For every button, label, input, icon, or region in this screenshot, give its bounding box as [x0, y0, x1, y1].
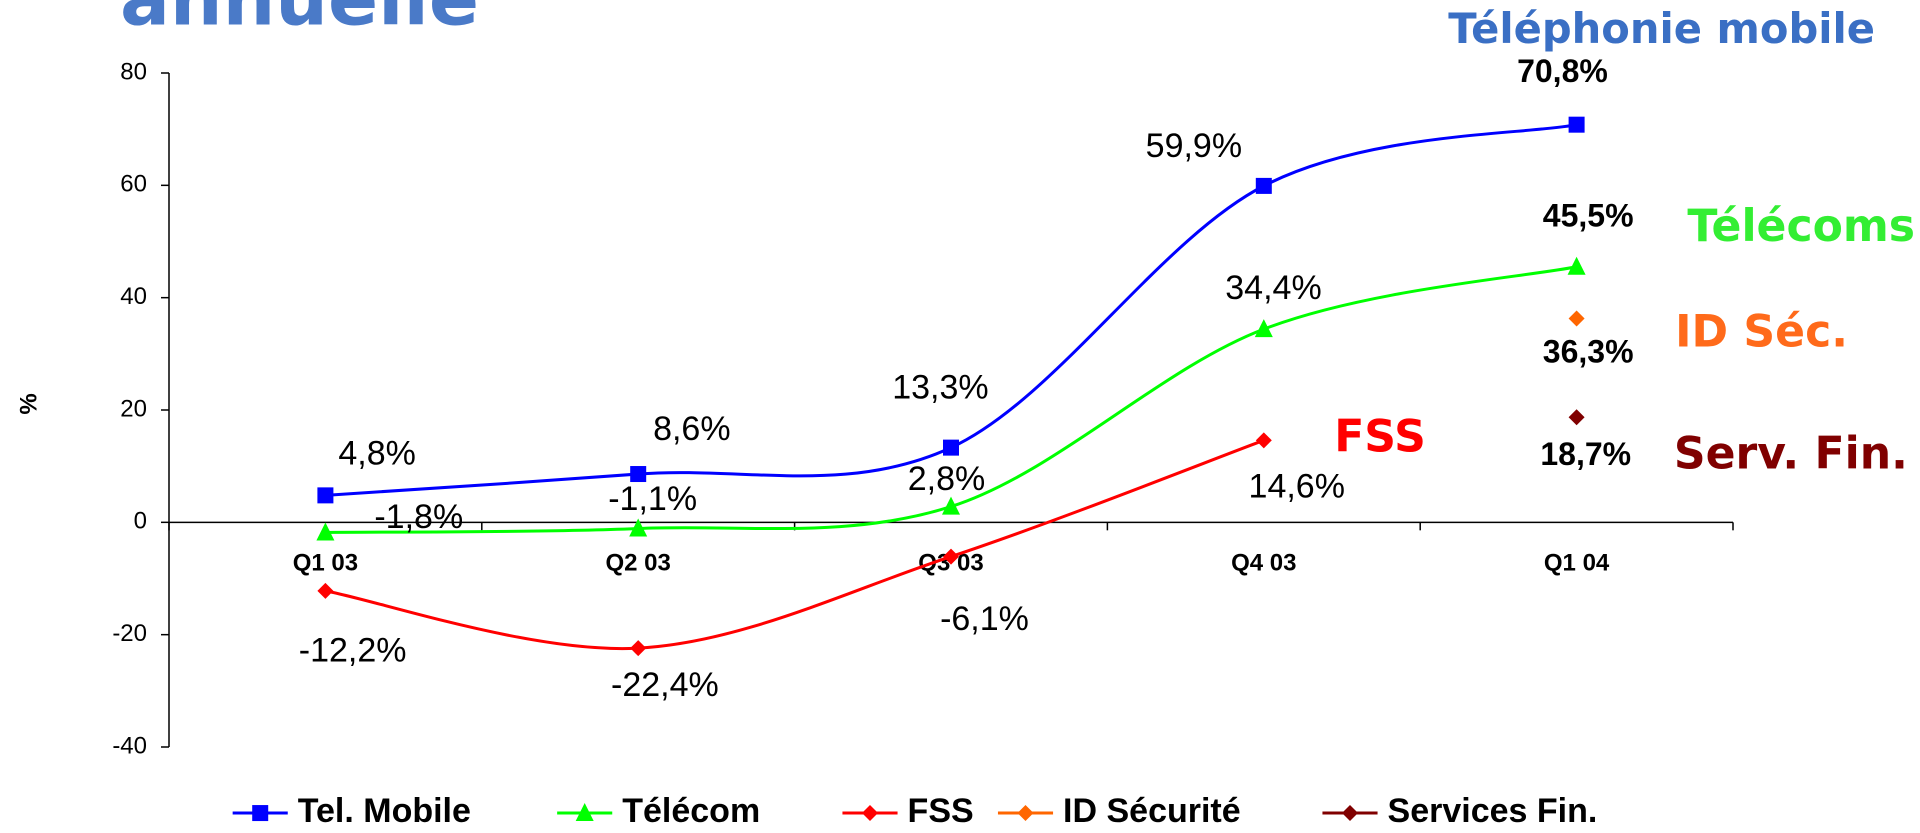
data-label: 18,7% [1540, 436, 1631, 472]
marker [1255, 177, 1272, 194]
annotation: ID Séc. [1675, 306, 1848, 357]
series-line [325, 438, 1265, 651]
legend-marker [252, 805, 269, 822]
y-tick-label: -20 [112, 620, 147, 647]
data-label: 14,6% [1249, 468, 1345, 506]
legend-label: ID Sécurité [1063, 792, 1241, 830]
data-label: 8,6% [653, 410, 731, 448]
legend-label: FSS [908, 792, 974, 830]
marker [317, 582, 334, 599]
marker [629, 518, 648, 537]
data-label: 2,8% [908, 460, 986, 498]
marker [1568, 409, 1585, 426]
y-tick-label: -40 [112, 732, 147, 759]
marker [943, 548, 959, 565]
marker [316, 522, 335, 541]
data-label: -1,8% [374, 498, 463, 536]
data-label: -1,1% [608, 480, 697, 518]
data-label: -22,4% [611, 666, 719, 704]
x-tick-label: Q1 04 [1544, 550, 1610, 577]
y-tick-label: 0 [134, 508, 147, 535]
x-tick-label: Q2 03 [606, 550, 671, 577]
marker [630, 466, 647, 483]
data-label: 70,8% [1517, 53, 1608, 89]
data-label: 4,8% [338, 434, 416, 472]
legend-marker [575, 803, 594, 822]
chart-title: annuelle [120, 0, 479, 43]
marker [943, 439, 959, 456]
legend-marker [1342, 805, 1358, 822]
marker [1568, 310, 1585, 327]
y-tick-label: 40 [120, 283, 147, 310]
data-label: 34,4% [1225, 269, 1321, 307]
data-label: 59,9% [1146, 127, 1242, 165]
y-tick-label: 20 [120, 395, 147, 422]
y-tick-label: 80 [120, 58, 147, 85]
marker [1255, 432, 1272, 449]
annotation: Télécoms [1687, 201, 1915, 252]
legend-label: Télécom [622, 792, 760, 830]
legend-marker [862, 805, 878, 822]
marker [1567, 256, 1586, 275]
marker [630, 640, 647, 657]
marker [942, 496, 960, 515]
annotation: FSS [1334, 412, 1426, 463]
data-label: 45,5% [1543, 197, 1634, 233]
x-tick-label: Q4 03 [1231, 550, 1296, 577]
marker [317, 487, 334, 504]
x-tick-label: Q1 03 [293, 550, 358, 577]
data-label: -6,1% [940, 600, 1029, 638]
legend-label: Tel. Mobile [298, 792, 471, 830]
data-label: 13,3% [892, 368, 988, 406]
marker [1254, 319, 1273, 338]
legend-marker [1017, 805, 1034, 822]
annotation: Téléphonie mobile [1448, 4, 1875, 53]
y-tick-label: 60 [120, 171, 147, 198]
y-axis-label: % [15, 393, 42, 414]
legend-label: Services Fin. [1388, 792, 1598, 830]
data-label: -12,2% [299, 632, 407, 670]
annotation: Serv. Fin. [1674, 429, 1908, 480]
data-label: 36,3% [1543, 333, 1634, 369]
marker [1568, 116, 1585, 133]
